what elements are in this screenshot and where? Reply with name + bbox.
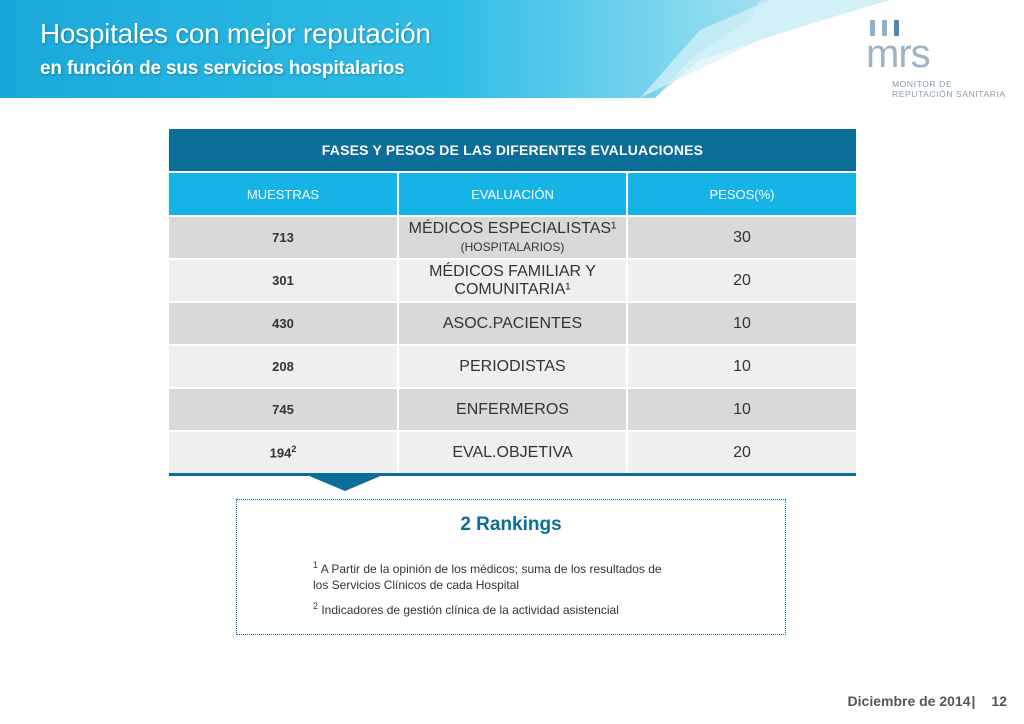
footnote-1: 1 A Partir de la opinión de los médicos;… xyxy=(313,560,662,592)
table-row: 1942 EVAL.OBJETIVA 20 xyxy=(169,430,856,473)
peso-cell: 20 xyxy=(626,430,856,473)
muestras-cell: 301 xyxy=(169,258,398,302)
rankings-notes-box: 2 Rankings 1 A Partir de la opinión de l… xyxy=(236,499,786,635)
evaluations-table: FASES Y PESOS DE LAS DIFERENTES EVALUACI… xyxy=(169,129,856,476)
peso-cell: 10 xyxy=(626,387,856,431)
logo-bars-icon xyxy=(870,20,906,41)
page-subtitle: en función de sus servicios hospitalario… xyxy=(40,58,405,79)
footnote-2: 2 Indicadores de gestión clínica de la a… xyxy=(313,601,619,617)
footer-date: Diciembre de 2014 xyxy=(847,693,971,709)
page-number: 12 xyxy=(991,693,1007,709)
table-row: 713 MÉDICOS ESPECIALISTAS¹ (HOSPITALARIO… xyxy=(169,215,856,259)
table-row: 430 ASOC.PACIENTES 10 xyxy=(169,301,856,345)
peso-cell: 30 xyxy=(626,215,856,259)
down-arrow-icon xyxy=(307,475,383,491)
evaluacion-cell: MÉDICOS FAMILIAR Y COMUNITARIA¹ xyxy=(397,258,627,302)
logo-tagline: MONITOR DE REPUTACIÓN SANITARIA xyxy=(892,79,1006,99)
evaluacion-cell: ENFERMEROS xyxy=(397,387,627,431)
peso-cell: 20 xyxy=(626,258,856,302)
table-bottom-rule xyxy=(169,473,856,476)
page-title: Hospitales con mejor reputación xyxy=(40,18,431,49)
peso-cell: 10 xyxy=(626,344,856,388)
muestras-cell: 208 xyxy=(169,344,398,388)
peso-cell: 10 xyxy=(626,301,856,345)
mrs-logo: mrs MONITOR DE REPUTACIÓN SANITARIA xyxy=(862,16,1022,106)
evaluacion-cell: ASOC.PACIENTES xyxy=(397,301,627,345)
header-banner xyxy=(0,0,890,98)
evaluacion-cell: EVAL.OBJETIVA xyxy=(397,430,627,473)
rankings-title: 2 Rankings xyxy=(460,514,562,535)
muestras-cell: 713 xyxy=(169,215,398,259)
column-header-evaluacion: EVALUACIÓN xyxy=(397,171,627,216)
evaluacion-cell: PERIODISTAS xyxy=(397,344,627,388)
table-title: FASES Y PESOS DE LAS DIFERENTES EVALUACI… xyxy=(169,129,856,172)
evaluacion-cell: MÉDICOS ESPECIALISTAS¹ (HOSPITALARIOS) xyxy=(397,215,627,259)
table-row: 301 MÉDICOS FAMILIAR Y COMUNITARIA¹ 20 xyxy=(169,258,856,302)
table-row: 208 PERIODISTAS 10 xyxy=(169,344,856,388)
muestras-cell: 430 xyxy=(169,301,398,345)
table-row: 745 ENFERMEROS 10 xyxy=(169,387,856,431)
muestras-cell: 745 xyxy=(169,387,398,431)
column-header-pesos: PESOS(%) xyxy=(626,171,856,216)
muestras-cell: 1942 xyxy=(169,430,398,473)
column-header-muestras: MUESTRAS xyxy=(169,171,398,216)
slide-footer: Diciembre de 2014| 12 xyxy=(848,693,1007,709)
logo-wordmark: mrs xyxy=(866,32,931,76)
footer-separator: | xyxy=(971,693,976,709)
